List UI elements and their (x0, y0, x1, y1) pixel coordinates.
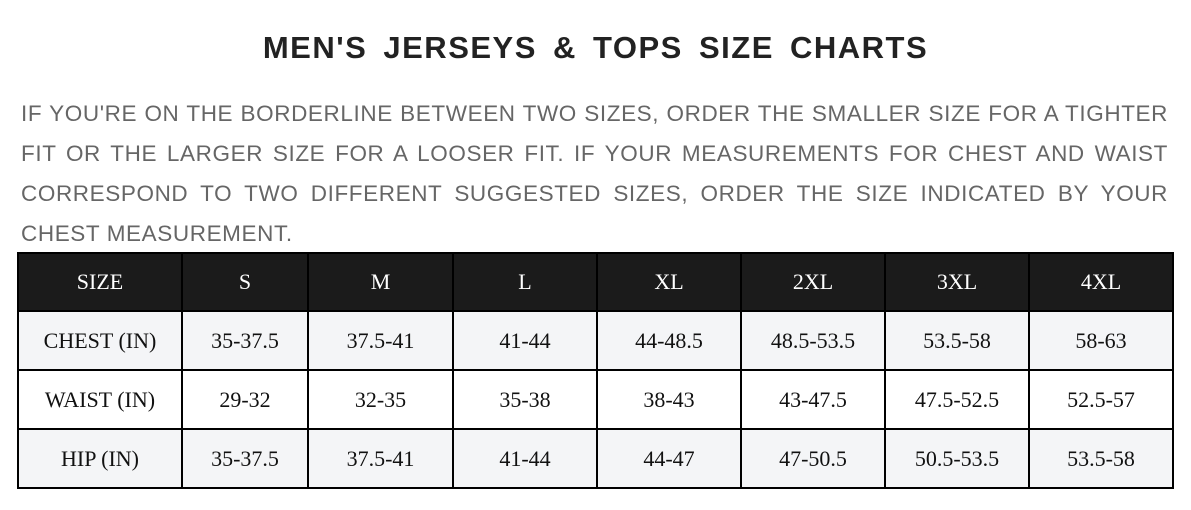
header-cell: XL (596, 252, 742, 312)
header-cell: M (307, 252, 454, 312)
header-row: SIZE S M L XL 2XL 3XL 4XL (17, 252, 1174, 312)
table-cell: 44-47 (596, 428, 742, 489)
table-cell: 58-63 (1028, 310, 1174, 371)
table-cell: 47.5-52.5 (884, 369, 1030, 430)
row-label: WAIST (IN) (17, 369, 183, 430)
table-cell: 47-50.5 (740, 428, 886, 489)
header-cell: 4XL (1028, 252, 1174, 312)
table-cell: 35-38 (452, 369, 598, 430)
page-title: MEN'S JERSEYS & TOPS SIZE CHARTS (262, 30, 929, 65)
table-row: HIP (IN) 35-37.5 37.5-41 41-44 44-47 47-50.5 5… (17, 428, 1174, 489)
table-cell: 50.5-53.5 (884, 428, 1030, 489)
row-label: HIP (IN) (17, 428, 183, 489)
table-cell: 37.5-41 (307, 310, 454, 371)
size-chart-table: SIZE S M L XL 2XL 3XL 4XL CHEST (IN) 35-37.5 37.5… (17, 252, 1174, 489)
table-cell: 35-37.5 (181, 310, 309, 371)
header-cell: 2XL (740, 252, 886, 312)
table-cell: 52.5-57 (1028, 369, 1174, 430)
table-cell: 35-37.5 (181, 428, 309, 489)
table-cell: 41-44 (452, 310, 598, 371)
table-cell: 32-35 (307, 369, 454, 430)
table-cell: 41-44 (452, 428, 598, 489)
table-cell: 29-32 (181, 369, 309, 430)
header-cell: 3XL (884, 252, 1030, 312)
table-cell: 53.5-58 (1028, 428, 1174, 489)
table-cell: 37.5-41 (307, 428, 454, 489)
table-cell: 38-43 (596, 369, 742, 430)
sizing-note: IF YOU'RE ON THE BORDERLINE BETWEEN TWO … (21, 101, 1168, 246)
header-cell: L (452, 252, 598, 312)
table-row: CHEST (IN) 35-37.5 37.5-41 41-44 44-48.5 48.5… (17, 310, 1174, 371)
header-cell: SIZE (17, 252, 183, 312)
table-cell: 44-48.5 (596, 310, 742, 371)
table-cell: 53.5-58 (884, 310, 1030, 371)
table-cell: 48.5-53.5 (740, 310, 886, 371)
table-cell: 43-47.5 (740, 369, 886, 430)
table-row: WAIST (IN) 29-32 32-35 35-38 38-43 43-47.5 47.… (17, 369, 1174, 430)
header-cell: S (181, 252, 309, 312)
row-label: CHEST (IN) (17, 310, 183, 371)
